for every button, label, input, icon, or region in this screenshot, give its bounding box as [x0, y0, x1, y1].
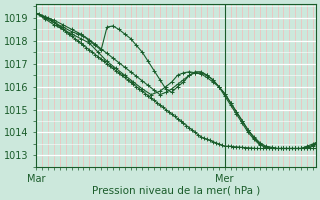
X-axis label: Pression niveau de la mer( hPa ): Pression niveau de la mer( hPa ) — [92, 186, 260, 196]
